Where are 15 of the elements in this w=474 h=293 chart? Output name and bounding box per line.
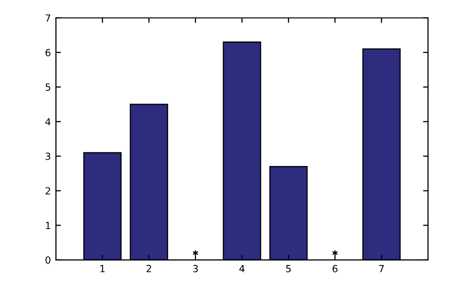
x-tick-label: 2: [146, 264, 152, 272]
y-tick-label: 1: [46, 222, 50, 230]
x-tick-label: 5: [286, 265, 291, 272]
x-tick-label: 3: [193, 264, 198, 272]
y-tick-label: 0: [46, 256, 50, 264]
x-tick-label: 6: [332, 264, 338, 272]
y-tick-label: 4: [45, 118, 51, 126]
y-tick-label: 3: [46, 152, 50, 160]
x-tick-label: 1: [100, 265, 105, 272]
x-tick-label: 7: [379, 265, 384, 272]
x-tick-label: 4: [239, 265, 245, 272]
y-tick-label: 6: [46, 48, 50, 56]
y-tick-label: 7: [46, 14, 50, 22]
y-tick-label: 2: [46, 187, 50, 194]
y-tick-label: 5: [46, 84, 50, 91]
